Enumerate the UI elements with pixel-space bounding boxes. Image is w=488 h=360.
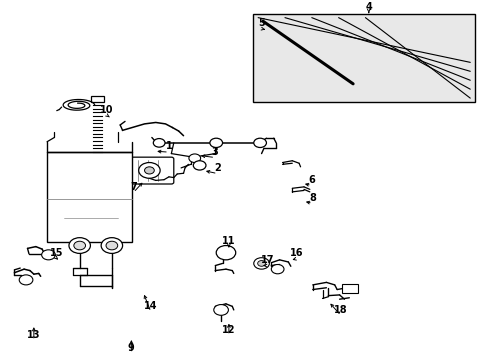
- Circle shape: [106, 241, 118, 250]
- Circle shape: [193, 161, 205, 170]
- Text: 11: 11: [222, 235, 235, 246]
- Circle shape: [257, 261, 265, 266]
- Circle shape: [209, 138, 222, 148]
- Text: 3: 3: [211, 147, 218, 157]
- Circle shape: [101, 238, 122, 253]
- Circle shape: [213, 305, 228, 315]
- Circle shape: [69, 238, 90, 253]
- Bar: [91, 96, 103, 103]
- Text: 9: 9: [128, 343, 135, 353]
- Text: 18: 18: [334, 305, 347, 315]
- Circle shape: [144, 167, 154, 174]
- Text: 7: 7: [130, 182, 137, 192]
- Text: 14: 14: [144, 301, 157, 311]
- Text: 16: 16: [290, 248, 303, 258]
- Circle shape: [253, 258, 269, 269]
- Text: 17: 17: [261, 255, 274, 265]
- Circle shape: [41, 250, 55, 260]
- Circle shape: [19, 275, 33, 285]
- Text: 6: 6: [308, 175, 315, 185]
- Bar: [47, 152, 132, 242]
- Circle shape: [271, 265, 284, 274]
- Text: 2: 2: [214, 163, 221, 173]
- Text: 8: 8: [309, 193, 316, 203]
- Text: 13: 13: [27, 330, 41, 340]
- Text: 10: 10: [100, 105, 114, 114]
- Bar: [341, 284, 357, 293]
- Bar: [253, 14, 474, 102]
- Text: 5: 5: [258, 18, 264, 28]
- Circle shape: [216, 246, 235, 260]
- Text: 15: 15: [50, 248, 63, 258]
- Text: 12: 12: [222, 325, 235, 335]
- Circle shape: [74, 241, 85, 250]
- Text: 1: 1: [165, 141, 172, 152]
- Circle shape: [188, 154, 200, 162]
- Circle shape: [153, 139, 164, 147]
- Text: 4: 4: [365, 2, 371, 12]
- Circle shape: [139, 162, 160, 178]
- FancyBboxPatch shape: [122, 157, 173, 184]
- Circle shape: [253, 138, 266, 148]
